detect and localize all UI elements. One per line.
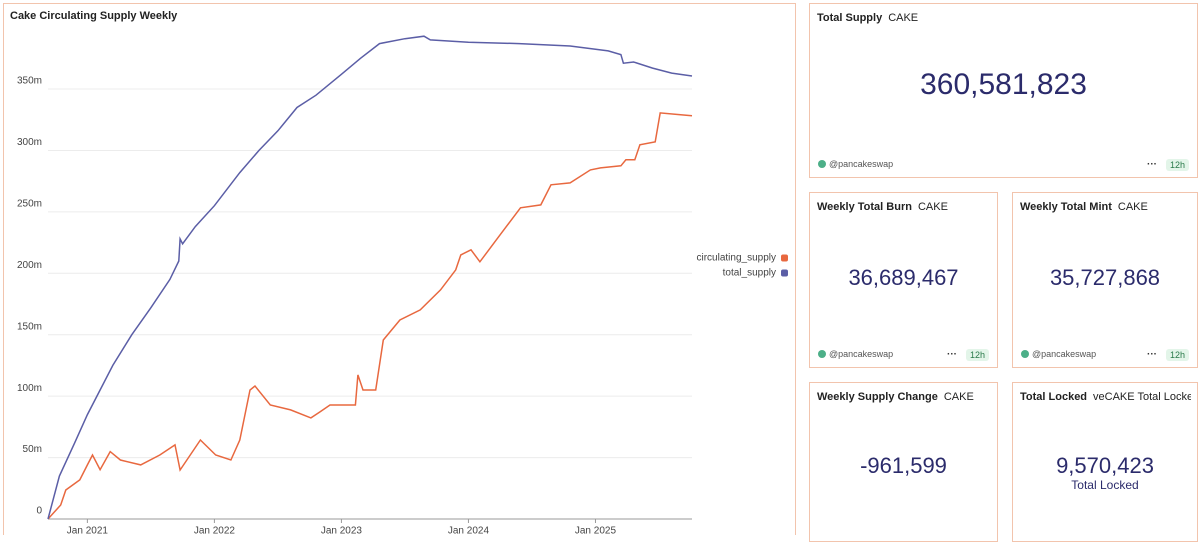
widget-card: Total Locked veCAKE Total Locked ... 9,57… [1012,382,1198,542]
widget-title: Weekly Supply Change [817,391,938,403]
widget-value: 36,689,467 [848,265,959,290]
widget-unit: CAKE [1117,201,1148,213]
line-series [47,35,693,520]
line-series [47,112,693,520]
widget-unit: CAKE [917,201,948,213]
widget-card: Weekly Total Burn CAKE 36,689,467 @pancak… [809,192,998,368]
widget-title: Total Locked [1020,391,1088,403]
menu-dots[interactable]: ··· [947,349,957,360]
y-tick-label: 150m [17,321,42,332]
widget-unit: CAKE [943,391,974,403]
legend-swatch[interactable] [781,269,788,277]
widget-title-row: Weekly Total Burn CAKE [817,201,948,213]
widget-title-row: Total Locked veCAKE Total Locked ... [1020,391,1191,403]
menu-dots[interactable]: ··· [1147,159,1157,170]
y-tick-label: 300m [17,137,42,148]
refresh-badge: 12h [1165,349,1189,361]
widget-title: Total Supply [817,12,883,24]
y-tick-label: 50m [23,444,42,455]
refresh-badge: 12h [965,349,989,361]
refresh-badge: 12h [1165,159,1189,171]
widget-value: 360,581,823 [920,68,1087,101]
x-tick-label: Jan 2023 [321,526,363,535]
menu-dots[interactable]: ··· [1147,349,1157,360]
chart: Cake Circulating Supply Weekly 0 50m 100m 1… [3,3,796,535]
legend-swatch[interactable] [781,254,788,262]
legend-label: total_supply [723,268,776,279]
y-tick-label: 350m [17,76,42,87]
x-tick-label: Jan 2024 [448,526,490,535]
legend-label: circulating_supply [697,253,777,264]
widget-card: Weekly Supply Change CAKE -961,599 [809,382,998,542]
y-tick-label: 250m [17,199,42,210]
widget-title-row: Weekly Total Mint CAKE [1020,201,1148,213]
widget-source[interactable]: @pancakeswap [1021,349,1096,359]
widget-value: 9,570,423 [1056,453,1154,478]
widget-title-row: Weekly Supply Change CAKE [817,391,974,403]
y-tick-label: 100m [17,383,42,394]
widget-card: Total Supply CAKE 360,581,823 @pancakeswa… [809,3,1198,178]
x-tick-label: Jan 2022 [194,526,236,535]
widget-unit: CAKE [888,12,919,24]
y-tick-label: 200m [17,260,42,271]
widget-title: Weekly Total Mint [1020,201,1112,213]
widget-subtitle: Total Locked [1071,478,1139,492]
widget-card: Weekly Total Mint CAKE 35,727,868 @pancak… [1012,192,1198,368]
widget-unit: veCAKE Total Locked ... [1093,391,1191,403]
widget-value: 35,727,868 [1049,265,1161,290]
widget-source[interactable]: @pancakeswap [818,349,893,359]
widget-source[interactable]: @pancakeswap [818,159,893,169]
chart-title: Cake Circulating Supply Weekly [10,10,178,22]
chart-panel [3,3,796,535]
x-tick-label: Jan 2025 [575,526,617,535]
widget-title: Weekly Total Burn [817,201,912,213]
x-tick-label: Jan 2021 [67,526,109,535]
y-tick-label: 0 [36,506,42,517]
widget-title-row: Total Supply CAKE [817,12,918,24]
widget-value: -961,599 [860,453,947,478]
